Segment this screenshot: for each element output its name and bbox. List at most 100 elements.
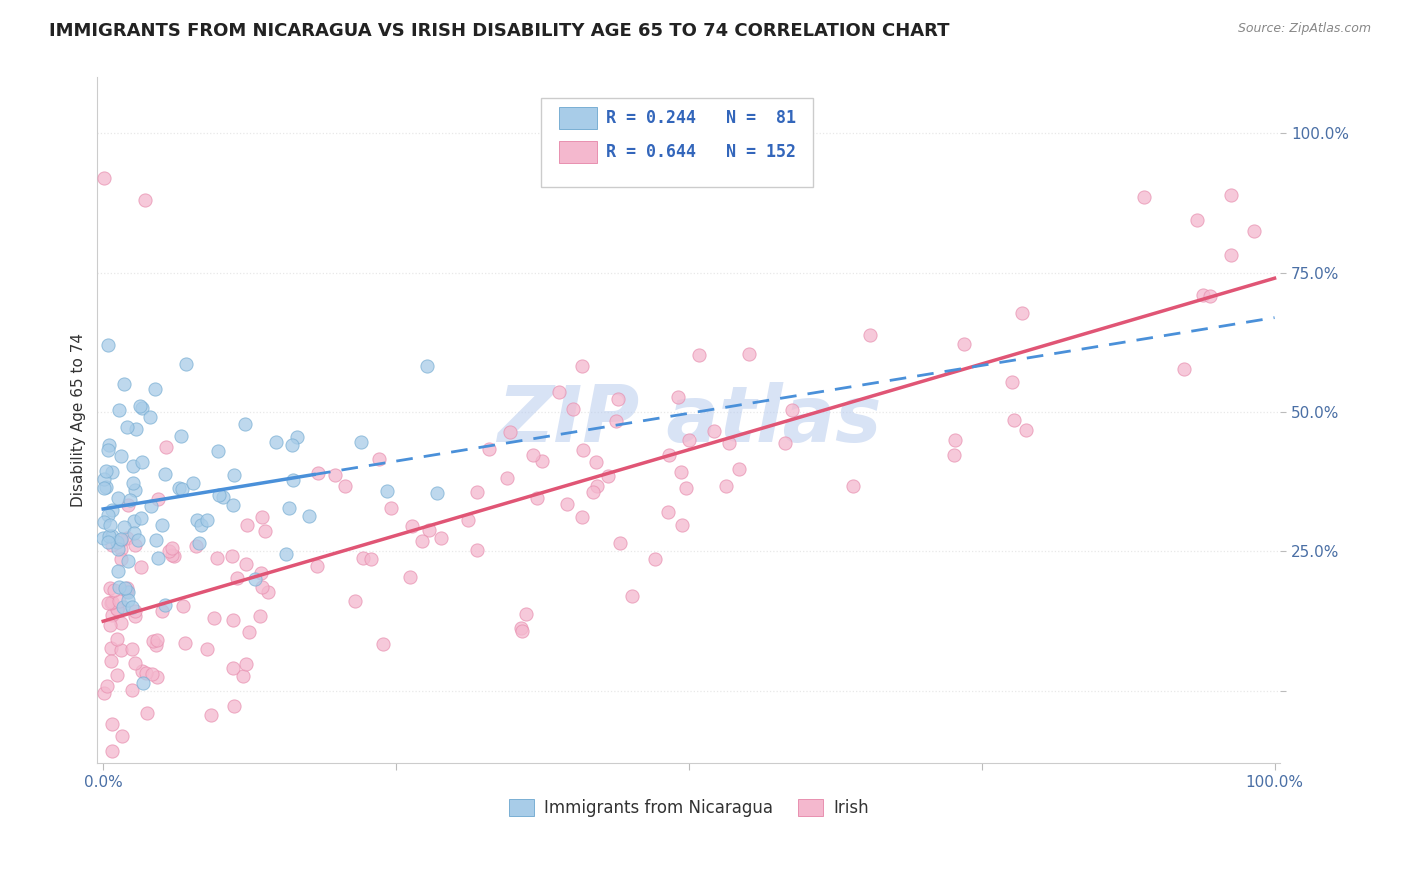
Point	[93, 472, 115, 486]
Point	[184, 540, 207, 554]
Point	[1191, 287, 1213, 301]
Point	[141, 500, 163, 514]
Point	[585, 455, 607, 469]
Point	[250, 580, 273, 594]
Point	[401, 518, 423, 533]
Point	[738, 347, 761, 361]
Point	[97, 443, 120, 458]
Point	[134, 193, 156, 207]
Point	[858, 327, 880, 342]
Point	[139, 410, 162, 425]
Point	[1133, 190, 1156, 204]
Point	[202, 610, 225, 624]
Point	[465, 485, 488, 500]
Point	[208, 488, 231, 502]
Point	[93, 686, 115, 700]
Point	[688, 348, 710, 362]
Point	[496, 470, 519, 484]
Point	[114, 519, 136, 533]
Point	[122, 526, 145, 541]
Point	[124, 767, 146, 781]
Point	[108, 602, 131, 616]
Point	[399, 570, 422, 584]
Point	[200, 708, 222, 723]
Point	[115, 582, 138, 596]
Point	[124, 657, 146, 671]
Point	[145, 632, 167, 647]
Point	[121, 641, 143, 656]
Point	[94, 480, 117, 494]
Point	[222, 498, 245, 512]
Point	[93, 170, 115, 185]
FancyBboxPatch shape	[558, 141, 596, 163]
Point	[105, 632, 128, 646]
Point	[98, 517, 121, 532]
Point	[607, 392, 630, 406]
Point	[129, 511, 152, 525]
Point	[143, 382, 166, 396]
Point	[121, 475, 143, 490]
Point	[278, 500, 301, 515]
Point	[195, 642, 218, 657]
Point	[101, 502, 124, 516]
Point	[531, 453, 554, 467]
Point	[360, 552, 382, 566]
Point	[110, 542, 132, 557]
Text: Source: ZipAtlas.com: Source: ZipAtlas.com	[1237, 22, 1371, 36]
Point	[108, 580, 131, 594]
Point	[97, 508, 120, 522]
Point	[141, 667, 163, 681]
Point	[658, 448, 681, 462]
Point	[131, 455, 153, 469]
Point	[775, 435, 797, 450]
Point	[266, 435, 288, 450]
Point	[124, 604, 146, 618]
Point	[112, 377, 135, 392]
Point	[1173, 362, 1195, 376]
Point	[105, 602, 128, 616]
Y-axis label: Disability Age 65 to 74: Disability Age 65 to 74	[72, 334, 86, 508]
Point	[190, 517, 212, 532]
Point	[122, 514, 145, 528]
Point	[235, 417, 257, 431]
Point	[105, 667, 128, 681]
Point	[274, 548, 297, 562]
Point	[571, 442, 593, 457]
Point	[153, 467, 176, 481]
Point	[411, 534, 433, 549]
Point	[657, 505, 679, 519]
Point	[249, 609, 271, 624]
Point	[160, 548, 183, 562]
Point	[124, 608, 146, 623]
Point	[170, 482, 193, 496]
Point	[146, 492, 169, 507]
Point	[416, 359, 439, 374]
Point	[93, 481, 115, 495]
Point	[250, 566, 273, 580]
Point	[224, 468, 246, 483]
Point	[547, 384, 569, 399]
Point	[478, 442, 501, 456]
Point	[117, 593, 139, 607]
Point	[953, 336, 976, 351]
Point	[163, 549, 186, 564]
Point	[124, 422, 146, 436]
Point	[100, 595, 122, 609]
Point	[343, 594, 366, 608]
Point	[1219, 248, 1241, 262]
Point	[1199, 289, 1222, 303]
Point	[142, 634, 165, 648]
Point	[350, 435, 373, 450]
Point	[110, 449, 132, 463]
Point	[1002, 413, 1025, 427]
Point	[124, 483, 146, 497]
Point	[238, 625, 260, 640]
Point	[108, 403, 131, 417]
Point	[307, 466, 329, 480]
Point	[257, 585, 280, 599]
Point	[105, 601, 128, 615]
Point	[100, 641, 122, 656]
Point	[122, 458, 145, 473]
Point	[124, 538, 146, 552]
Point	[118, 493, 141, 508]
